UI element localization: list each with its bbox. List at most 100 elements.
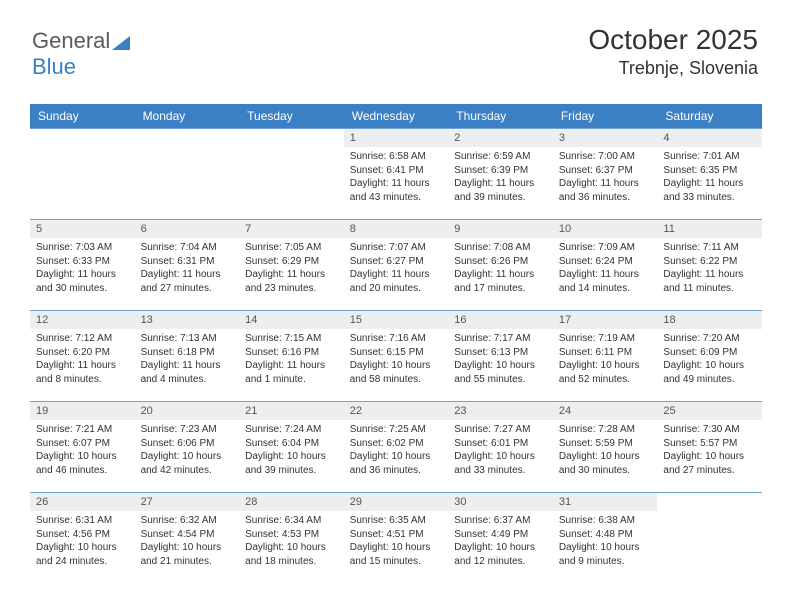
sunset-text: Sunset: 6:01 PM bbox=[454, 437, 547, 451]
daylight-text: Daylight: 10 hours bbox=[350, 450, 443, 464]
day-number: 25 bbox=[657, 402, 762, 420]
weekday-header: Friday bbox=[553, 104, 658, 128]
day-number: 17 bbox=[553, 311, 658, 329]
day-info: Sunrise: 7:07 AMSunset: 6:27 PMDaylight:… bbox=[344, 241, 449, 295]
sunset-text: Sunset: 4:48 PM bbox=[559, 528, 652, 542]
daylight-text: and 14 minutes. bbox=[559, 282, 652, 296]
day-cell: 17Sunrise: 7:19 AMSunset: 6:11 PMDayligh… bbox=[553, 311, 658, 401]
day-number: 27 bbox=[135, 493, 240, 511]
day-number: 13 bbox=[135, 311, 240, 329]
daylight-text: Daylight: 11 hours bbox=[141, 268, 234, 282]
day-number: 12 bbox=[30, 311, 135, 329]
sunset-text: Sunset: 6:16 PM bbox=[245, 346, 338, 360]
day-cell: 16Sunrise: 7:17 AMSunset: 6:13 PMDayligh… bbox=[448, 311, 553, 401]
sunrise-text: Sunrise: 6:38 AM bbox=[559, 514, 652, 528]
daylight-text: and 36 minutes. bbox=[559, 191, 652, 205]
day-info: Sunrise: 6:37 AMSunset: 4:49 PMDaylight:… bbox=[448, 514, 553, 568]
day-cell: 25Sunrise: 7:30 AMSunset: 5:57 PMDayligh… bbox=[657, 402, 762, 492]
daylight-text: and 43 minutes. bbox=[350, 191, 443, 205]
weekday-header: Sunday bbox=[30, 104, 135, 128]
day-cell: 7Sunrise: 7:05 AMSunset: 6:29 PMDaylight… bbox=[239, 220, 344, 310]
day-info: Sunrise: 6:59 AMSunset: 6:39 PMDaylight:… bbox=[448, 150, 553, 204]
day-info: Sunrise: 6:31 AMSunset: 4:56 PMDaylight:… bbox=[30, 514, 135, 568]
day-cell: 9Sunrise: 7:08 AMSunset: 6:26 PMDaylight… bbox=[448, 220, 553, 310]
sunset-text: Sunset: 5:57 PM bbox=[663, 437, 756, 451]
sunset-text: Sunset: 6:09 PM bbox=[663, 346, 756, 360]
daylight-text: Daylight: 11 hours bbox=[454, 268, 547, 282]
day-info: Sunrise: 7:23 AMSunset: 6:06 PMDaylight:… bbox=[135, 423, 240, 477]
weekday-header: Tuesday bbox=[239, 104, 344, 128]
daylight-text: and 20 minutes. bbox=[350, 282, 443, 296]
daylight-text: and 49 minutes. bbox=[663, 373, 756, 387]
daylight-text: Daylight: 10 hours bbox=[245, 541, 338, 555]
daylight-text: and 30 minutes. bbox=[36, 282, 129, 296]
day-cell: 28Sunrise: 6:34 AMSunset: 4:53 PMDayligh… bbox=[239, 493, 344, 571]
sunset-text: Sunset: 6:29 PM bbox=[245, 255, 338, 269]
day-number: 21 bbox=[239, 402, 344, 420]
sunset-text: Sunset: 6:20 PM bbox=[36, 346, 129, 360]
sunrise-text: Sunrise: 7:00 AM bbox=[559, 150, 652, 164]
sunset-text: Sunset: 6:37 PM bbox=[559, 164, 652, 178]
day-number: 10 bbox=[553, 220, 658, 238]
day-number: 14 bbox=[239, 311, 344, 329]
sunrise-text: Sunrise: 7:08 AM bbox=[454, 241, 547, 255]
day-number: 26 bbox=[30, 493, 135, 511]
day-info: Sunrise: 6:38 AMSunset: 4:48 PMDaylight:… bbox=[553, 514, 658, 568]
day-cell: 18Sunrise: 7:20 AMSunset: 6:09 PMDayligh… bbox=[657, 311, 762, 401]
sunset-text: Sunset: 6:27 PM bbox=[350, 255, 443, 269]
daylight-text: Daylight: 11 hours bbox=[350, 268, 443, 282]
weekday-header-row: SundayMondayTuesdayWednesdayThursdayFrid… bbox=[30, 104, 762, 128]
day-cell: 19Sunrise: 7:21 AMSunset: 6:07 PMDayligh… bbox=[30, 402, 135, 492]
daylight-text: and 46 minutes. bbox=[36, 464, 129, 478]
sunrise-text: Sunrise: 7:30 AM bbox=[663, 423, 756, 437]
empty-cell bbox=[135, 129, 240, 219]
sunset-text: Sunset: 6:18 PM bbox=[141, 346, 234, 360]
sunrise-text: Sunrise: 7:13 AM bbox=[141, 332, 234, 346]
sunrise-text: Sunrise: 7:21 AM bbox=[36, 423, 129, 437]
day-number bbox=[135, 129, 240, 147]
daylight-text: Daylight: 10 hours bbox=[36, 541, 129, 555]
day-info: Sunrise: 7:25 AMSunset: 6:02 PMDaylight:… bbox=[344, 423, 449, 477]
daylight-text: Daylight: 10 hours bbox=[454, 450, 547, 464]
day-cell: 10Sunrise: 7:09 AMSunset: 6:24 PMDayligh… bbox=[553, 220, 658, 310]
daylight-text: and 39 minutes. bbox=[454, 191, 547, 205]
sunset-text: Sunset: 6:39 PM bbox=[454, 164, 547, 178]
week-row: 12 Sunrise: 7:12 AMSunset: 6:20 PMDayligh… bbox=[30, 310, 762, 401]
day-number: 9 bbox=[448, 220, 553, 238]
sunrise-text: Sunrise: 6:35 AM bbox=[350, 514, 443, 528]
daylight-text: and 21 minutes. bbox=[141, 555, 234, 569]
sunrise-text: Sunrise: 6:34 AM bbox=[245, 514, 338, 528]
day-number: 11 bbox=[657, 220, 762, 238]
daylight-text: and 17 minutes. bbox=[454, 282, 547, 296]
sunrise-text: Sunrise: 7:01 AM bbox=[663, 150, 756, 164]
sunrise-text: Sunrise: 7:23 AM bbox=[141, 423, 234, 437]
daylight-text: and 42 minutes. bbox=[141, 464, 234, 478]
day-info: Sunrise: 7:00 AMSunset: 6:37 PMDaylight:… bbox=[553, 150, 658, 204]
day-info: Sunrise: 6:32 AMSunset: 4:54 PMDaylight:… bbox=[135, 514, 240, 568]
empty-cell bbox=[657, 493, 762, 571]
sunrise-text: Sunrise: 7:28 AM bbox=[559, 423, 652, 437]
day-info: Sunrise: 7:13 AMSunset: 6:18 PMDaylight:… bbox=[135, 332, 240, 386]
daylight-text: Daylight: 10 hours bbox=[663, 359, 756, 373]
day-info: Sunrise: 7:20 AMSunset: 6:09 PMDaylight:… bbox=[657, 332, 762, 386]
day-info: Sunrise: 7:28 AMSunset: 5:59 PMDaylight:… bbox=[553, 423, 658, 477]
day-number: 4 bbox=[657, 129, 762, 147]
day-cell: 5Sunrise: 7:03 AMSunset: 6:33 PMDaylight… bbox=[30, 220, 135, 310]
day-info: Sunrise: 7:16 AMSunset: 6:15 PMDaylight:… bbox=[344, 332, 449, 386]
daylight-text: Daylight: 10 hours bbox=[350, 359, 443, 373]
day-cell: 4Sunrise: 7:01 AMSunset: 6:35 PMDaylight… bbox=[657, 129, 762, 219]
day-info: Sunrise: 7:27 AMSunset: 6:01 PMDaylight:… bbox=[448, 423, 553, 477]
sunset-text: Sunset: 4:54 PM bbox=[141, 528, 234, 542]
sunset-text: Sunset: 6:13 PM bbox=[454, 346, 547, 360]
day-number: 7 bbox=[239, 220, 344, 238]
sunrise-text: Sunrise: 7:15 AM bbox=[245, 332, 338, 346]
sunset-text: Sunset: 6:22 PM bbox=[663, 255, 756, 269]
daylight-text: Daylight: 11 hours bbox=[663, 268, 756, 282]
day-cell: 27 Sunrise: 6:32 AMSunset: 4:54 PMDayligh… bbox=[135, 493, 240, 571]
sunrise-text: Sunrise: 7:27 AM bbox=[454, 423, 547, 437]
daylight-text: and 27 minutes. bbox=[663, 464, 756, 478]
page-title: October 2025 bbox=[588, 24, 758, 56]
day-number: 15 bbox=[344, 311, 449, 329]
empty-cell bbox=[239, 129, 344, 219]
day-info: Sunrise: 7:12 AMSunset: 6:20 PMDaylight:… bbox=[30, 332, 135, 386]
